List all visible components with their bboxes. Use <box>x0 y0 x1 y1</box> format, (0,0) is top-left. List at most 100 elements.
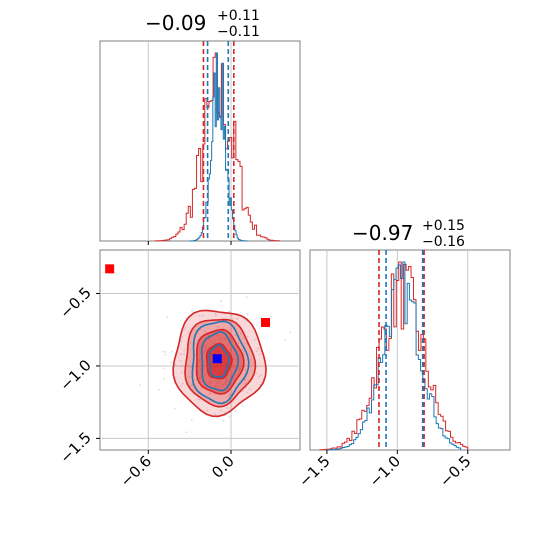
joint-sample-point <box>243 337 245 340</box>
joint-sample-point <box>215 314 218 317</box>
hist1-red-histogram <box>319 261 469 451</box>
joint-y-tick-label-2: −0.5 <box>56 284 94 322</box>
joint-sample-point <box>246 296 248 299</box>
joint-sample-point <box>208 393 211 396</box>
joint-panel-markers <box>105 264 271 364</box>
joint-sample-point <box>233 358 236 361</box>
joint-sample-point <box>225 383 227 386</box>
joint-sample-point <box>181 383 184 385</box>
joint-sample-point <box>206 409 209 412</box>
hist-panel-0-frame <box>99 40 301 242</box>
joint-sample-point <box>204 330 206 332</box>
joint-sample-point <box>187 330 190 333</box>
joint-sample-point <box>244 371 247 374</box>
hist1-x-tick-label-1: −1.0 <box>366 452 404 490</box>
hist-panel-1-title-minus: −0.16 <box>422 234 465 250</box>
joint-panel-y-tick-labels: −1.5 −1.0 −0.5 <box>56 284 100 467</box>
hist-panel-0-title-plus: +0.11 <box>217 8 260 24</box>
joint-panel-grid <box>100 250 300 450</box>
joint-sample-point <box>183 349 186 352</box>
joint-sample-point <box>244 368 247 371</box>
joint-sample-point <box>174 364 177 367</box>
joint-sample-point <box>197 354 200 357</box>
joint-sample-point <box>251 361 254 364</box>
joint-sample-point <box>256 347 259 350</box>
joint-sample-point <box>230 350 233 353</box>
joint-sample-point <box>200 365 202 368</box>
joint-blue-contour-1 <box>200 331 240 392</box>
joint-sample-point <box>242 390 245 393</box>
joint-sample-point <box>228 310 230 313</box>
joint-sample-point <box>260 374 263 377</box>
joint-sample-point <box>270 315 273 318</box>
joint-sample-point <box>179 365 181 368</box>
joint-sample-point <box>209 376 212 379</box>
joint-sample-point <box>216 381 219 384</box>
joint-sample-point <box>204 347 207 349</box>
joint-sample-point <box>179 359 182 362</box>
joint-sample-point <box>214 313 217 315</box>
joint-sample-point <box>284 338 287 341</box>
joint-x-tick-label-1: 0.0 <box>208 452 238 482</box>
hist0-blue-histogram <box>189 52 249 242</box>
joint-sample-point <box>209 384 212 387</box>
joint-blue-contour-0 <box>191 320 250 405</box>
hist1-x-tick-label-0: −1.5 <box>295 452 333 490</box>
joint-sample-point <box>213 384 216 387</box>
joint-sample-point <box>170 361 173 364</box>
joint-sample-point <box>189 341 192 344</box>
joint-sample-point <box>227 395 230 398</box>
joint-sample-point <box>197 398 200 401</box>
joint-sample-point <box>206 348 208 351</box>
joint-sample-point <box>238 367 241 370</box>
joint-sample-point <box>228 349 231 352</box>
joint-sample-point <box>208 338 211 341</box>
joint-sample-point <box>228 393 231 396</box>
hist-panel-0-title-minus: −0.11 <box>217 24 260 40</box>
joint-sample-point <box>184 327 187 329</box>
joint-red-marker-1 <box>261 317 271 327</box>
joint-y-tick-label-0: −1.5 <box>56 429 94 467</box>
hist-panel-1-quantile-lines <box>378 250 425 450</box>
joint-sample-point <box>244 382 247 384</box>
joint-sample-point <box>238 369 241 372</box>
joint-sample-point <box>166 316 169 319</box>
joint-sample-point <box>162 367 165 370</box>
joint-sample-point <box>158 388 161 391</box>
joint-sample-point <box>232 317 234 320</box>
joint-sample-point <box>217 326 219 328</box>
joint-x-tick-label-0: −0.6 <box>117 452 155 490</box>
hist-panel-1-red-series <box>319 261 469 451</box>
joint-sample-point <box>179 353 182 356</box>
joint-sample-point <box>163 378 166 380</box>
joint-sample-point <box>204 345 207 347</box>
joint-sample-point <box>240 362 243 365</box>
joint-sample-point <box>228 415 231 418</box>
joint-sample-point <box>218 380 221 383</box>
joint-sample-point <box>198 398 201 401</box>
joint-sample-point <box>220 383 223 386</box>
joint-sample-point <box>258 375 260 378</box>
joint-sample-point <box>244 378 246 381</box>
joint-sample-point <box>224 382 226 384</box>
joint-sample-point <box>181 364 184 367</box>
joint-sample-point <box>220 337 223 340</box>
joint-sample-point <box>234 409 237 412</box>
joint-sample-point <box>246 313 249 316</box>
joint-sample-point <box>198 377 201 380</box>
hist1-blue-histogram <box>326 261 462 451</box>
joint-sample-point <box>216 335 219 337</box>
joint-sample-point <box>249 359 252 361</box>
joint-sample-point <box>214 413 217 415</box>
joint-sample-point <box>198 347 201 349</box>
joint-sample-point <box>229 348 232 350</box>
joint-sample-point <box>215 385 218 387</box>
joint-sample-point <box>226 379 229 382</box>
hist-panel-0: −0.09 +0.11 −0.11 <box>99 8 301 242</box>
joint-sample-point <box>185 317 187 320</box>
joint-sample-point <box>259 353 261 356</box>
joint-panel-blue-contours <box>191 320 250 405</box>
joint-panel: −1.5 −1.0 −0.5 −0.6 0.0 <box>56 249 301 491</box>
joint-sample-point <box>199 368 202 371</box>
joint-sample-point <box>190 419 193 422</box>
